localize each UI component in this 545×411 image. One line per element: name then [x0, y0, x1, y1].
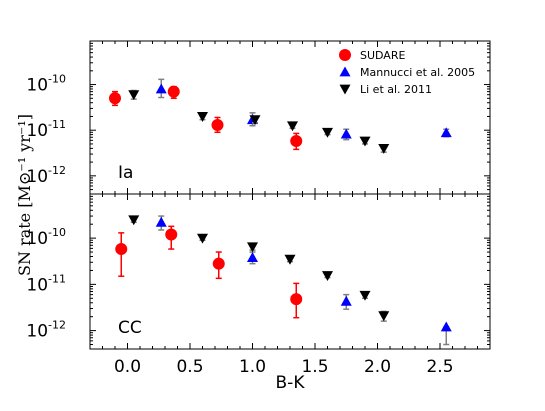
y-tick-label: 10-10: [26, 73, 66, 96]
data-point: [378, 143, 390, 154]
data-point: [322, 271, 333, 282]
data-point: [284, 254, 296, 265]
data-point: [128, 215, 140, 226]
panel-frame: [89, 40, 491, 195]
panel-label-ia: Ia: [118, 163, 133, 183]
data-point: [378, 311, 390, 322]
panel-label-cc: CC: [118, 318, 142, 338]
legend-item: SUDARE: [339, 49, 405, 62]
data-point: [155, 216, 167, 227]
data-point: [247, 252, 258, 262]
data-point: [155, 83, 167, 94]
x-tick-label: 0.0: [114, 357, 141, 377]
legend-item: Mannucci et al. 2005: [339, 66, 475, 79]
legend-marker: [339, 49, 351, 61]
data-point: [249, 115, 261, 126]
data-point: [290, 293, 303, 306]
data-point: [322, 127, 333, 138]
data-point: [109, 92, 121, 105]
x-tick-label: 0.5: [176, 357, 203, 377]
data-point: [440, 127, 452, 138]
data-point: [340, 295, 352, 306]
legend-item: Li et al. 2011: [339, 83, 432, 96]
data-point: [115, 243, 128, 256]
data-point: [211, 118, 224, 131]
legend-label: Li et al. 2011: [360, 83, 432, 96]
y-axis-title: SN rate [M⊙⁻¹ yr⁻¹]: [15, 114, 34, 276]
legend-marker: [339, 66, 351, 77]
data-point: [359, 290, 371, 301]
data-point: [212, 257, 225, 270]
data-point: [247, 242, 258, 253]
data-point: [290, 134, 303, 147]
series-sudare: [115, 225, 303, 319]
series-sudare: [109, 85, 303, 151]
x-tick-label: 2.0: [364, 357, 391, 377]
legend-marker: [339, 84, 351, 95]
data-point: [165, 228, 178, 241]
data-point: [359, 136, 371, 147]
series-mannucci-et-al-2005: [155, 215, 452, 346]
data-point: [197, 112, 208, 122]
y-tick-label: 10-12: [26, 319, 66, 342]
legend-label: SUDARE: [360, 49, 405, 62]
data-point: [287, 121, 298, 132]
x-tick-label: 1.5: [301, 357, 328, 377]
x-tick-label: 2.5: [426, 357, 453, 377]
data-point: [128, 90, 140, 101]
data-point: [167, 85, 180, 98]
panel-frame: [89, 193, 491, 350]
x-tick-label: 1.0: [239, 357, 266, 377]
data-point: [197, 233, 208, 244]
series-li-et-al-2011: [128, 89, 390, 154]
series-li-et-al-2011: [128, 215, 390, 322]
legend: SUDARE Mannucci et al. 2005 Li et al. 2011: [339, 49, 475, 96]
legend-label: Mannucci et al. 2005: [360, 66, 475, 79]
x-axis-title: B-K: [276, 373, 306, 393]
data-point: [440, 321, 452, 332]
data-point: [340, 128, 352, 139]
